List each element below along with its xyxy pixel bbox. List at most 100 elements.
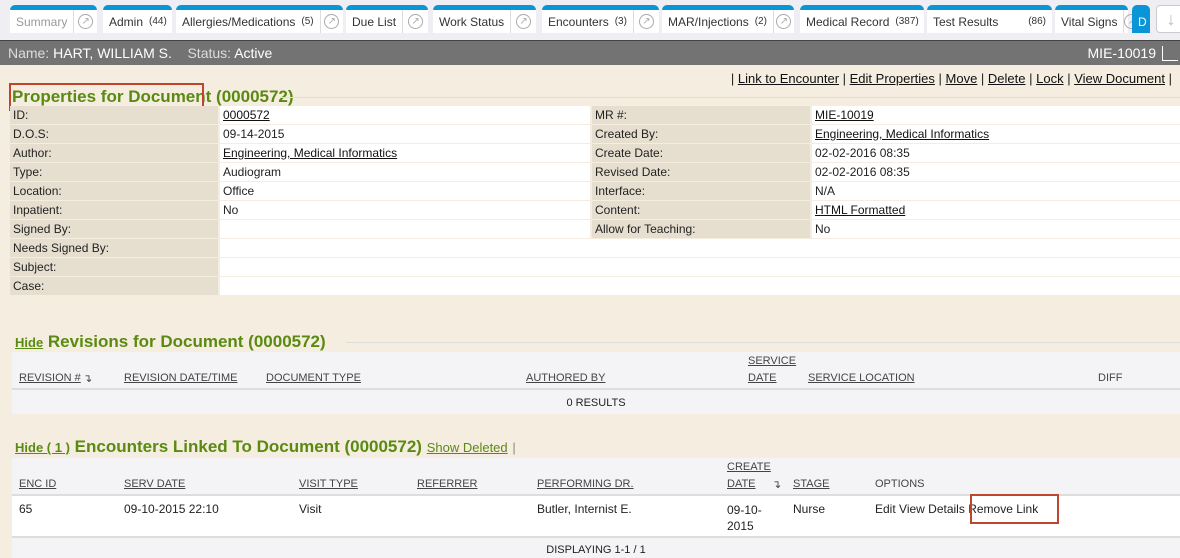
property-label: Author: [10,144,218,162]
column-header[interactable]: VISIT TYPE [299,478,358,490]
highlight-box [970,494,1059,524]
scroll-down-icon[interactable]: ↓ [1156,5,1180,33]
tab-count: (44) [149,16,167,27]
sort-icon[interactable]: ↴ [772,479,782,491]
tab-mar-injections[interactable]: MAR/Injections (2) ↗ [662,5,794,33]
property-row: Signed By: Allow for Teaching: No [10,220,1180,239]
column-header[interactable]: PERFORMING DR. [537,478,634,490]
property-row: Author: Engineering, Medical Informatics C… [10,144,1180,163]
property-link[interactable]: MIE-10019 [815,108,874,122]
tab-test-results[interactable]: Test Results (86) [927,5,1052,33]
properties-table: ID: 0000572 MR #: MIE-10019 D.O.S: 09-14-2015… [10,106,1180,296]
property-value: Audiogram [223,165,282,179]
open-external-icon[interactable]: ↗ [73,10,97,33]
property-label: Allow for Teaching: [592,220,810,238]
show-deleted-link[interactable]: Show Deleted [426,440,508,455]
column-header[interactable]: REVISION DATE/TIME [124,372,238,384]
tab-count: (5) [301,16,314,27]
tab-label: Summary [16,14,68,29]
column-header[interactable]: DOCUMENT TYPE [266,372,361,384]
empty-results: 0 RESULTS [566,397,626,409]
property-label: Case: [10,277,218,295]
property-label: Inpatient: [10,201,218,219]
tab-label: Test Results [933,14,999,29]
cell-visit-type: Visit [299,502,322,516]
hide-revisions-link[interactable]: Hide [15,335,44,350]
open-external-icon[interactable]: ↗ [772,10,794,33]
column-header[interactable]: SERV DATE [124,478,186,490]
cell-create-date: 09-10-2015 [727,503,762,533]
property-link[interactable]: HTML Formatted [815,203,906,217]
property-link[interactable]: Engineering, Medical Informatics [815,127,990,141]
tab-count: (2) [754,16,767,27]
column-header[interactable]: CREATE [727,461,771,473]
open-external-icon[interactable]: ↗ [632,10,659,33]
tab-label: D [1138,14,1147,29]
cell-performing-dr: Butler, Internist E. [537,502,632,516]
property-label: Needs Signed By: [10,239,218,257]
remove-link-button[interactable]: Remove Link [968,502,1039,516]
tab-allergies-medications[interactable]: Allergies/Medications (5) ↗ [176,5,343,33]
column-header[interactable]: SERVICE LOCATION [808,372,915,384]
edit-link[interactable]: Edit [875,502,896,516]
action-link-to-encounter-link[interactable]: Link to Encounter [737,71,840,86]
patient-bar: Name: HART, WILLIAM S. Status: Active MI… [0,40,1180,65]
tab-label: Work Status [439,14,505,29]
cell-serv-date: 09-10-2015 22:10 [124,502,219,516]
property-link[interactable]: Engineering, Medical Informatics [223,146,398,160]
property-label: MR #: [592,106,810,124]
sort-icon[interactable]: ↴ [83,373,93,385]
open-external-icon[interactable]: ↗ [402,10,428,33]
cell-enc-id: 65 [19,502,33,516]
property-value: 02-02-2016 08:35 [815,146,910,160]
tab-work-status[interactable]: Work Status ↗ [433,5,536,33]
column-header[interactable]: STAGE [793,478,830,490]
tab-admin[interactable]: Admin (44) [103,5,172,33]
action-lock-link[interactable]: Lock [1036,71,1064,86]
revisions-table: REVISION # REVISION DATE/TIME DOCUMENT TYP… [12,352,1180,414]
tab-medical-record[interactable]: Medical Record (387) [800,5,924,33]
tab-due-list[interactable]: Due List ↗ [346,5,428,33]
tab-d[interactable]: D [1132,5,1150,33]
property-row: Location: Office Interface: N/A [10,182,1180,201]
action-move-link[interactable]: Move [945,71,978,86]
column-header[interactable]: DATE [727,478,756,490]
property-label: Revised Date: [592,163,810,181]
open-external-icon[interactable]: ↗ [510,10,536,33]
property-value: 02-02-2016 08:35 [815,165,910,179]
column-header[interactable]: ENC ID [19,478,57,490]
tab-vital-signs[interactable]: Vital Signs↗ [1055,5,1140,33]
tab-label: Vital Signs [1061,14,1118,29]
column-header[interactable]: SERVICE [748,355,797,367]
property-row: D.O.S: 09-14-2015 Created By: Engineering, … [10,125,1180,144]
property-value: Office [223,184,255,198]
tab-encounters[interactable]: Encounters (3) ↗ [542,5,659,33]
action-edit-properties-link[interactable]: Edit Properties [849,71,935,86]
tab-label: Admin [109,14,144,29]
encounters-heading: Hide ( 1 ) Encounters Linked To Document… [15,437,516,456]
column-header[interactable]: REFERRER [417,478,478,490]
open-external-icon[interactable]: ↗ [319,10,343,33]
property-value: No [815,222,831,236]
tab-label: MAR/Injections [668,14,749,29]
action-delete-link[interactable]: Delete [987,71,1026,86]
encounters-table: ENC ID SERV DATE VISIT TYPE REFERRER PERFORM… [12,458,1180,558]
pagination-status: DISPLAYING 1-1 / 1 [546,544,646,556]
column-header: DIFF [1098,372,1123,384]
hide-encounters-link[interactable]: Hide ( 1 ) [15,440,70,455]
property-label: D.O.S: [10,125,218,143]
column-header[interactable]: REVISION # [19,372,81,384]
chart-icon[interactable] [1162,46,1178,61]
view-details-link[interactable]: View Details [899,502,965,516]
properties-title: Properties for Document (0000572) [12,87,294,106]
property-row: Case: [10,277,1180,296]
property-link[interactable]: 0000572 [223,108,270,122]
property-label: ID: [10,106,218,124]
tab-summary[interactable]: Summary ↗ [10,5,97,33]
property-row: Type: Audiogram Revised Date: 02-02-2016 08… [10,163,1180,182]
tab-label: Allergies/Medications [182,14,296,29]
column-header[interactable]: DATE [748,372,777,384]
column-header[interactable]: AUTHORED BY [526,372,606,384]
action-view-document-link[interactable]: View Document [1074,71,1165,86]
tab-count: (86) [1028,16,1046,27]
